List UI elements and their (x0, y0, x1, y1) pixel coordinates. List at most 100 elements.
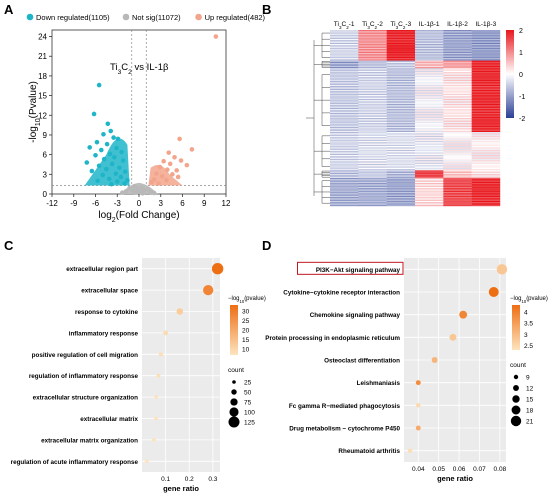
term-label: PI3K−Akt signaling pathway (316, 267, 401, 274)
heatmap-cell (471, 36, 501, 38)
term-label: response to cytokine (75, 309, 138, 316)
heatmap-cell (443, 189, 472, 191)
data-point-down (101, 156, 107, 162)
x-axis-label: gene ratio (437, 474, 473, 483)
column-label: IL-1β-2 (447, 21, 468, 28)
heatmap-cell (358, 200, 387, 203)
size-legend-label: 15 (526, 397, 534, 404)
heatmap-cell (415, 144, 444, 147)
heatmap-cell (443, 89, 472, 92)
heatmap-cell (471, 50, 501, 52)
term-dot (415, 425, 421, 431)
heatmap-cell (443, 87, 472, 89)
heatmap-cell (358, 51, 387, 54)
heatmap-cell (443, 106, 472, 108)
heatmap-cell (386, 46, 416, 49)
heatmap-cell (386, 70, 416, 73)
heatmap-cell (358, 118, 387, 120)
heatmap-cell (358, 184, 387, 186)
heatmap-cell (358, 151, 387, 153)
heatmap-cell (330, 65, 359, 68)
heatmap-cell (415, 160, 444, 162)
heatmap-cell (330, 162, 359, 165)
heatmap-cell (415, 130, 444, 133)
heatmap-cell (443, 119, 472, 121)
heatmap-cell (330, 146, 359, 148)
heatmap-cell (443, 72, 472, 74)
heatmap-cell (415, 65, 444, 68)
heatmap-cell (330, 186, 359, 189)
heatmap-cell (443, 156, 472, 158)
heatmap-cell (415, 193, 444, 195)
heatmap-cell (443, 118, 472, 120)
size-legend-label: 125 (244, 420, 255, 427)
term-label: Fc gamma R−mediated phagocytosis (289, 403, 401, 410)
heatmap-cell (330, 87, 359, 89)
heatmap-cell (443, 133, 472, 135)
heatmap-cell (471, 111, 501, 114)
x-tick-label: -12 (46, 199, 58, 208)
heatmap-cell (471, 91, 501, 93)
heatmap-cell (471, 199, 501, 202)
heatmap-cell (330, 129, 359, 131)
heatmap-cell (330, 156, 359, 158)
heatmap-cell (471, 81, 501, 83)
heatmap-cell (386, 38, 416, 41)
size-legend-label: 9 (526, 375, 530, 382)
heatmap-cell (443, 70, 472, 73)
heatmap-cell (358, 147, 387, 149)
heatmap-cell (471, 75, 501, 78)
heatmap-cell (358, 198, 387, 200)
heatmap-cell (471, 72, 501, 74)
heatmap-cell (330, 139, 359, 142)
heatmap-cell (358, 175, 387, 177)
heatmap-cell (443, 101, 472, 103)
heatmap-cell (415, 183, 444, 185)
heatmap-cell (358, 163, 387, 166)
heatmap-cell (443, 78, 472, 80)
heatmap-cell (330, 36, 359, 38)
heatmap-cell (330, 86, 359, 88)
heatmap-cell (443, 74, 472, 77)
heatmap-cell (471, 37, 501, 40)
size-legend-title: count (228, 367, 244, 374)
heatmap-cell (443, 170, 472, 172)
heatmap-cell (358, 77, 387, 79)
heatmap-cell (415, 79, 444, 82)
heatmap-cell (471, 84, 501, 87)
heatmap-cell (471, 87, 501, 89)
heatmap-cell (443, 84, 472, 87)
term-dot (496, 264, 508, 275)
data-point-down (115, 136, 121, 142)
size-legend-dot (228, 416, 240, 428)
heatmap-cell (330, 138, 359, 140)
heatmap-cell (358, 190, 387, 193)
heatmap-cell (471, 61, 501, 64)
heatmap-cell (471, 40, 501, 42)
heatmap-cell (415, 189, 444, 191)
heatmap-cell (415, 174, 444, 176)
data-point-down (104, 166, 109, 172)
heatmap-cell (471, 33, 501, 36)
heatmap-cell (443, 82, 472, 84)
heatmap-cell (358, 119, 387, 121)
heatmap-cell (471, 114, 501, 116)
heatmap-cell (358, 148, 387, 151)
heatmap-cell (471, 123, 501, 125)
x-tick-label: -3 (114, 199, 122, 208)
heatmap-cell (330, 116, 359, 119)
data-point-down (117, 165, 122, 171)
heatmap-cell (330, 38, 359, 41)
heatmap-cell (415, 165, 444, 167)
heatmap-cell (443, 169, 472, 171)
heatmap-cell (330, 128, 359, 130)
heatmap-cell (415, 37, 444, 40)
heatmap-cell (330, 81, 359, 83)
heatmap-cell (443, 174, 472, 176)
column-label: Ti3C2-3 (390, 21, 411, 30)
panel-label-b: B (262, 2, 271, 17)
heatmap-cell (386, 204, 416, 207)
data-point-up (174, 168, 179, 173)
heatmap-cell (330, 52, 359, 55)
heatmap-cell (330, 163, 359, 166)
